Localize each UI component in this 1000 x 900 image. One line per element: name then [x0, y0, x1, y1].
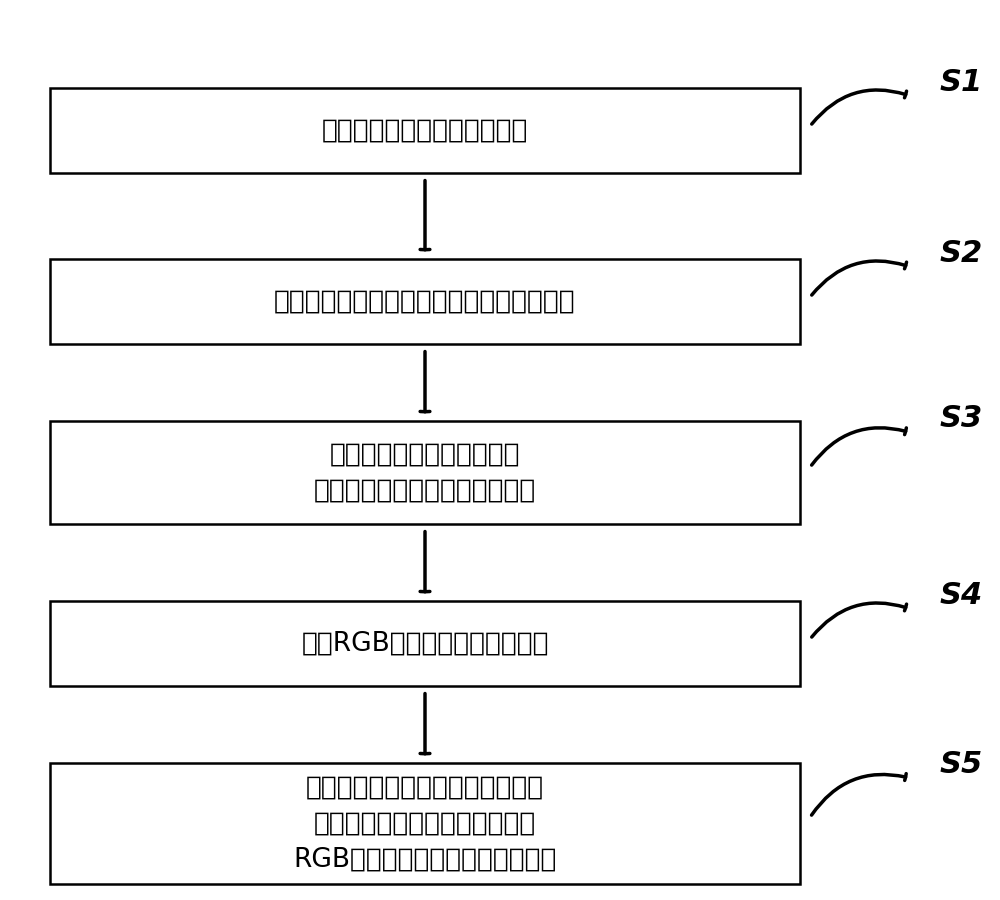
Text: S1: S1: [940, 68, 983, 97]
Bar: [50, 601, 800, 686]
Bar: [50, 259, 800, 344]
Text: S5: S5: [940, 750, 983, 779]
Bar: [50, 421, 800, 524]
Text: 获取人耳察觉感觉对应的察觉感觉声音分贝: 获取人耳察觉感觉对应的察觉感觉声音分贝: [274, 289, 576, 314]
Text: 获取人耳感觉声音分贝分级表: 获取人耳感觉声音分贝分级表: [322, 118, 528, 143]
Text: 根据所述察觉感觉声音呼吸占空比
和所述单色灯呼吸命令调整所述
RGB耳机的单色灯实际呼吸占空比: 根据所述察觉感觉声音呼吸占空比 和所述单色灯呼吸命令调整所述 RGB耳机的单色灯…: [293, 775, 557, 872]
Bar: [50, 762, 800, 884]
Text: S2: S2: [940, 238, 983, 268]
Text: 获取所述察觉感觉声音分贝
对应的察觉感觉声音呼吸占空比: 获取所述察觉感觉声音分贝 对应的察觉感觉声音呼吸占空比: [314, 442, 536, 503]
Text: S4: S4: [940, 580, 983, 610]
Text: S3: S3: [940, 404, 983, 434]
Text: 获取RGB耳机的单色灯呼吸命令: 获取RGB耳机的单色灯呼吸命令: [301, 631, 549, 656]
Bar: [50, 88, 800, 173]
